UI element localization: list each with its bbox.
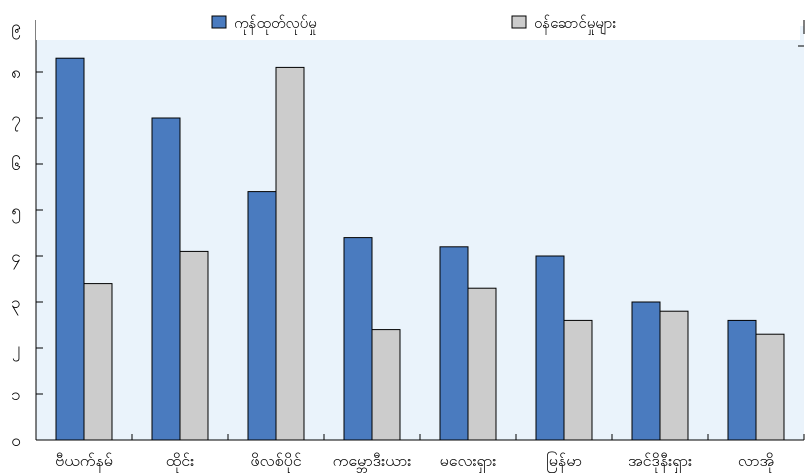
legend: ကုန်ထုတ်လုပ်မှု ဝန်ဆောင်မှုများ — [211, 14, 616, 35]
bar-manufacturing-1 — [151, 117, 181, 441]
legend-background — [36, 8, 800, 40]
x-category-label: ကမ္ဘောဒီးယား — [333, 451, 412, 473]
legend-swatch-manufacturing — [211, 15, 227, 29]
legend-label-services: ဝန်ဆောင်မှုများ — [534, 14, 616, 35]
bar-manufacturing-7 — [727, 319, 757, 441]
y-tick-label: ၈ — [11, 63, 21, 83]
bar-manufacturing-0 — [55, 57, 85, 441]
y-tick-label: ၀ — [11, 431, 21, 451]
plot-background — [36, 26, 804, 440]
y-tick-label: ၃ — [11, 293, 21, 316]
bar-manufacturing-3 — [343, 237, 373, 441]
x-category-label: လာအို — [738, 451, 774, 473]
bar-services-4 — [467, 287, 497, 441]
y-tick-label: ၅ — [11, 201, 21, 224]
x-category-label: ထိုင်း — [166, 451, 194, 473]
y-tick-label: ၄ — [11, 247, 21, 270]
bar-manufacturing-2 — [247, 191, 277, 441]
bar-services-2 — [275, 66, 305, 441]
x-axis: ဗီယက်နမ် ထိုင်း ဖိလစ်ပိုင် ကမ္ဘောဒီးယား မလေး… — [35, 434, 805, 473]
x-category-label: မြန်မာ — [546, 451, 582, 473]
y-tick-label: ၁ — [11, 385, 21, 405]
x-category-label: မလေးရှား — [440, 451, 497, 473]
legend-label-manufacturing: ကုန်ထုတ်လုပ်မှု — [234, 14, 317, 35]
y-tick-label: ၆ — [11, 154, 21, 175]
x-category-label: ဗီယက်နမ် — [55, 451, 113, 473]
bar-services-1 — [179, 250, 209, 441]
y-axis: ၀ ၁ ၂ ၃ ၄ ၅ ၆ ၇ ၈ ၉ — [11, 17, 805, 451]
legend-swatch-services — [511, 15, 527, 29]
bar-services-6 — [659, 310, 689, 441]
y-tick-label: ၂ — [12, 339, 20, 362]
bar-manufacturing-6 — [631, 301, 661, 441]
bar-manufacturing-5 — [535, 255, 565, 441]
y-tick-label: ၉ — [11, 17, 21, 40]
x-category-label: အင်ဒိုနီးရှား — [628, 451, 692, 473]
bar-manufacturing-4 — [439, 246, 469, 441]
x-category-label: ဖိလစ်ပိုင် — [250, 451, 301, 473]
bar-services-7 — [755, 333, 785, 441]
bar-services-0 — [83, 283, 113, 441]
bar-services-3 — [371, 329, 401, 441]
bars-group — [55, 57, 785, 441]
y-tick-label: ၇ — [11, 109, 21, 132]
bar-services-5 — [563, 319, 593, 441]
